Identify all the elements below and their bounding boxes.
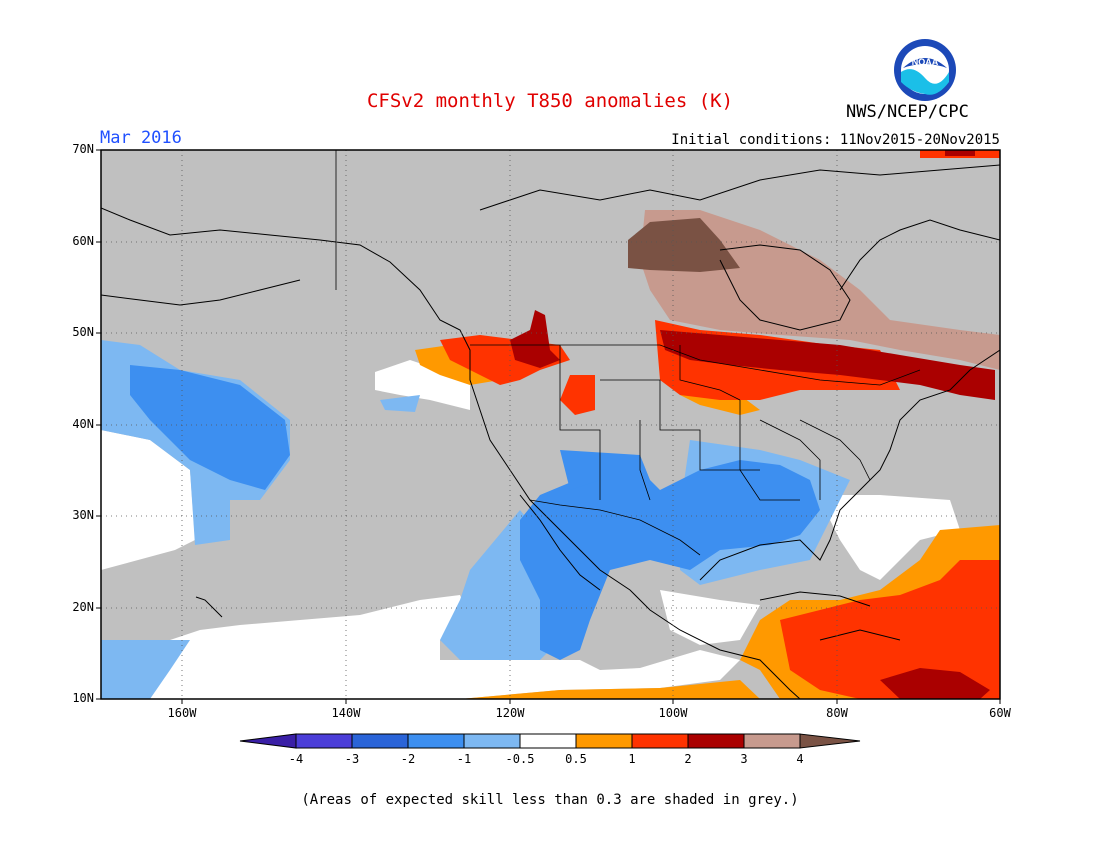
coastlines (101, 164, 1000, 699)
light-blue-anomaly (380, 395, 420, 412)
dark-brown-anomaly (628, 218, 740, 272)
blue-anomaly (130, 365, 290, 490)
blue-anomaly (520, 460, 820, 660)
political-borders (335, 150, 921, 556)
pink-brown-anomaly (640, 210, 1000, 370)
colorbar-label: 2 (684, 752, 692, 766)
colorbar-label: -2 (400, 752, 416, 766)
colorbar-label: 3 (740, 752, 748, 766)
lon-label: 140W (331, 706, 361, 720)
lat-label: 10N (72, 691, 94, 705)
lat-label: 30N (72, 508, 94, 522)
svg-text:NOAA: NOAA (912, 57, 939, 67)
lat-label: 50N (72, 325, 94, 339)
agency-label: NWS/NCEP/CPC (846, 102, 969, 122)
dark-red-anomaly (510, 310, 560, 368)
chart-title: CFSv2 monthly T850 anomalies (K) (366, 90, 734, 112)
colorbar-label: -1 (456, 752, 472, 766)
blue-anomaly (560, 450, 650, 490)
lat-label: 60N (72, 234, 94, 248)
dark-red-anomaly (880, 668, 990, 699)
lon-label: 160W (167, 706, 197, 720)
lon-label: 60W (989, 706, 1011, 720)
noaa-logo: NOAA (894, 39, 956, 101)
colorbar-label: 1 (628, 752, 636, 766)
axis-ticks (96, 149, 1001, 704)
red-anomaly (780, 560, 1000, 699)
dark-red-anomaly (660, 330, 995, 400)
colorbar-label: 4 (796, 752, 804, 766)
orange-anomaly (415, 345, 500, 385)
lat-label: 70N (72, 142, 94, 156)
lat-label: 40N (72, 417, 94, 431)
white-anomaly-region (101, 595, 740, 699)
white-anomaly-region (660, 590, 760, 645)
colorbar-label: -0.5 (505, 752, 535, 766)
white-anomaly-region (830, 495, 960, 580)
colorbar-label: 0.5 (565, 752, 587, 766)
orange-anomaly (460, 680, 760, 699)
lon-label: 80W (826, 706, 848, 720)
skill-footnote: (Areas of expected skill less than 0.3 a… (301, 792, 799, 808)
dark-red-anomaly (945, 150, 975, 156)
white-anomaly-region (101, 430, 195, 570)
colorbar-label: -4 (288, 752, 304, 766)
lon-label: 120W (495, 706, 525, 720)
light-blue-anomaly (101, 640, 190, 699)
lon-label: 100W (658, 706, 688, 720)
target-month: Mar 2016 (100, 128, 182, 148)
red-anomaly (560, 375, 595, 415)
colorbar-label: -3 (344, 752, 360, 766)
initial-conditions: Initial conditions: 11Nov2015-20Nov2015 (671, 132, 1000, 148)
lat-label: 20N (72, 600, 94, 614)
